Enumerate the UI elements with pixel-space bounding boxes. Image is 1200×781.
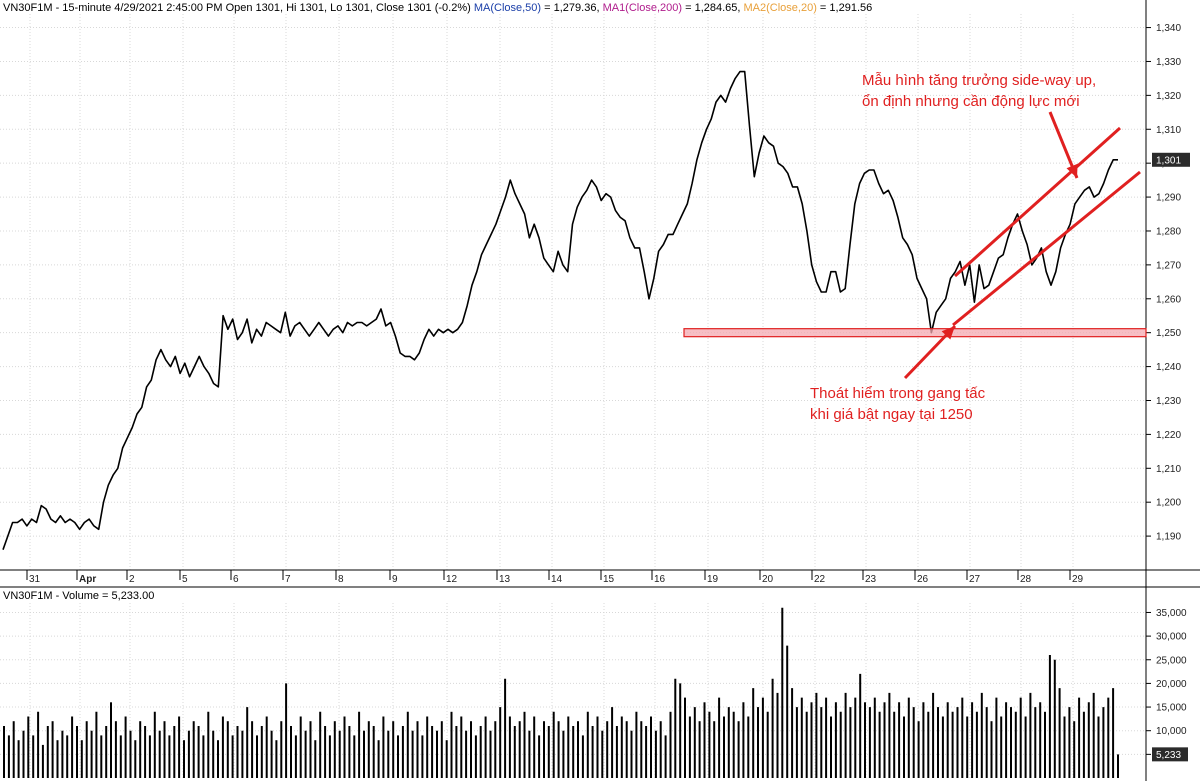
annotation-channel-line1: Mẫu hình tăng trưởng side-way up,: [862, 72, 1096, 89]
x-tick-label: 5: [182, 574, 188, 585]
last-price-label: 1,301: [1156, 155, 1181, 166]
x-tick-label: Apr: [79, 574, 96, 585]
x-tick-label: 28: [1020, 574, 1032, 585]
price-line: [2, 70, 1118, 550]
y-tick-label: 1,200: [1156, 498, 1181, 509]
annotation-arrow-support-head: [941, 326, 955, 340]
ma0-value: = 1,279.36,: [541, 2, 603, 14]
annotation-support-line2: khi giá bật ngay tại 1250: [810, 406, 973, 423]
x-tick-label: 22: [814, 574, 826, 585]
volume-bars: [3, 607, 1119, 778]
y-tick-label: 1,330: [1156, 57, 1181, 68]
x-tick-label: 2: [129, 574, 135, 585]
annotation-channel-line2: ổn định nhưng cần động lực mới: [862, 93, 1080, 110]
volume-header: VN30F1M - Volume = 5,233.00: [3, 590, 155, 602]
x-tick-label: 23: [865, 574, 877, 585]
ma1-label: MA1(Close,200): [602, 2, 683, 14]
y-tick-label: 1,310: [1156, 125, 1181, 136]
ma1-value: = 1,284.65,: [682, 2, 744, 14]
x-tick-label: 26: [917, 574, 929, 585]
y-tick-label: 1,320: [1156, 91, 1181, 102]
y-tick-label: 1,210: [1156, 464, 1181, 475]
y-tick-label: 1,340: [1156, 23, 1181, 34]
x-tick-label: 19: [707, 574, 719, 585]
x-tick-label: 14: [551, 574, 563, 585]
volume-tick-label: 30,000: [1156, 632, 1187, 643]
x-tick-label: 15: [603, 574, 615, 585]
price-axis-ticks: 1,190 1,200 1,210 1,220 1,230 1,240 1,250 1,260…: [1146, 23, 1181, 543]
channel-lower-line: [952, 170, 1141, 327]
x-tick-label: 16: [654, 574, 666, 585]
volume-tick-label: 25,000: [1156, 655, 1187, 666]
annotation-support-line1: Thoát hiểm trong gang tấc: [810, 385, 986, 402]
volume-tick-label: 35,000: [1156, 608, 1187, 619]
x-tick-label: 6: [233, 574, 239, 585]
last-value-labels: 1,301 5,233: [1152, 152, 1190, 762]
y-tick-label: 1,260: [1156, 294, 1181, 305]
annotation-overlay: Mẫu hình tăng trưởng side-way up, ổn định…: [683, 72, 1147, 423]
y-tick-label: 1,190: [1156, 532, 1181, 543]
volume-axis-ticks: 5,00010,00015,00020,00025,00030,00035,00…: [1146, 608, 1187, 761]
y-tick-label: 1,270: [1156, 260, 1181, 271]
x-tick-label: 13: [499, 574, 511, 585]
ma2-value: = 1,291.56: [816, 2, 873, 14]
last-volume-label: 5,233: [1156, 750, 1181, 761]
x-tick-label: 31: [29, 574, 41, 585]
x-tick-label: 12: [446, 574, 458, 585]
x-tick-label: 7: [285, 574, 291, 585]
ma0-label: MA(Close,50): [473, 2, 542, 14]
channel-upper-line: [953, 126, 1122, 278]
y-tick-label: 1,220: [1156, 430, 1181, 441]
last-price-box: [1152, 152, 1190, 167]
header-prefix: VN30F1M - 15-minute 4/29/2021 2:45:00 PM…: [3, 2, 474, 14]
annotation-arrow-channel-head: [1066, 163, 1078, 178]
y-tick-label: 1,240: [1156, 362, 1181, 373]
x-tick-label: 8: [338, 574, 344, 585]
grid-lines: [0, 14, 1146, 778]
last-volume-box: [1152, 747, 1188, 762]
support-zone-1250: [683, 328, 1147, 338]
x-tick-label: 27: [969, 574, 981, 585]
volume-tick-label: 10,000: [1156, 726, 1187, 737]
x-axis-ticks: 31 Apr 2 5 6 7 8 9 12 13 14 15 16 19 20 22 23 26 27 28 29: [26, 570, 1084, 585]
y-tick-label: 1,250: [1156, 328, 1181, 339]
price-header: VN30F1M - 15-minute 4/29/2021 2:45:00 PM…: [3, 2, 872, 14]
x-tick-label: 29: [1072, 574, 1084, 585]
x-tick-label: 9: [392, 574, 398, 585]
y-tick-label: 1,290: [1156, 193, 1181, 204]
y-tick-label: 1,280: [1156, 226, 1181, 237]
y-tick-label: 1,230: [1156, 396, 1181, 407]
volume-tick-label: 20,000: [1156, 679, 1187, 690]
ma2-label: MA2(Close,20): [743, 2, 817, 14]
x-tick-label: 20: [762, 574, 774, 585]
volume-tick-label: 15,000: [1156, 703, 1187, 714]
